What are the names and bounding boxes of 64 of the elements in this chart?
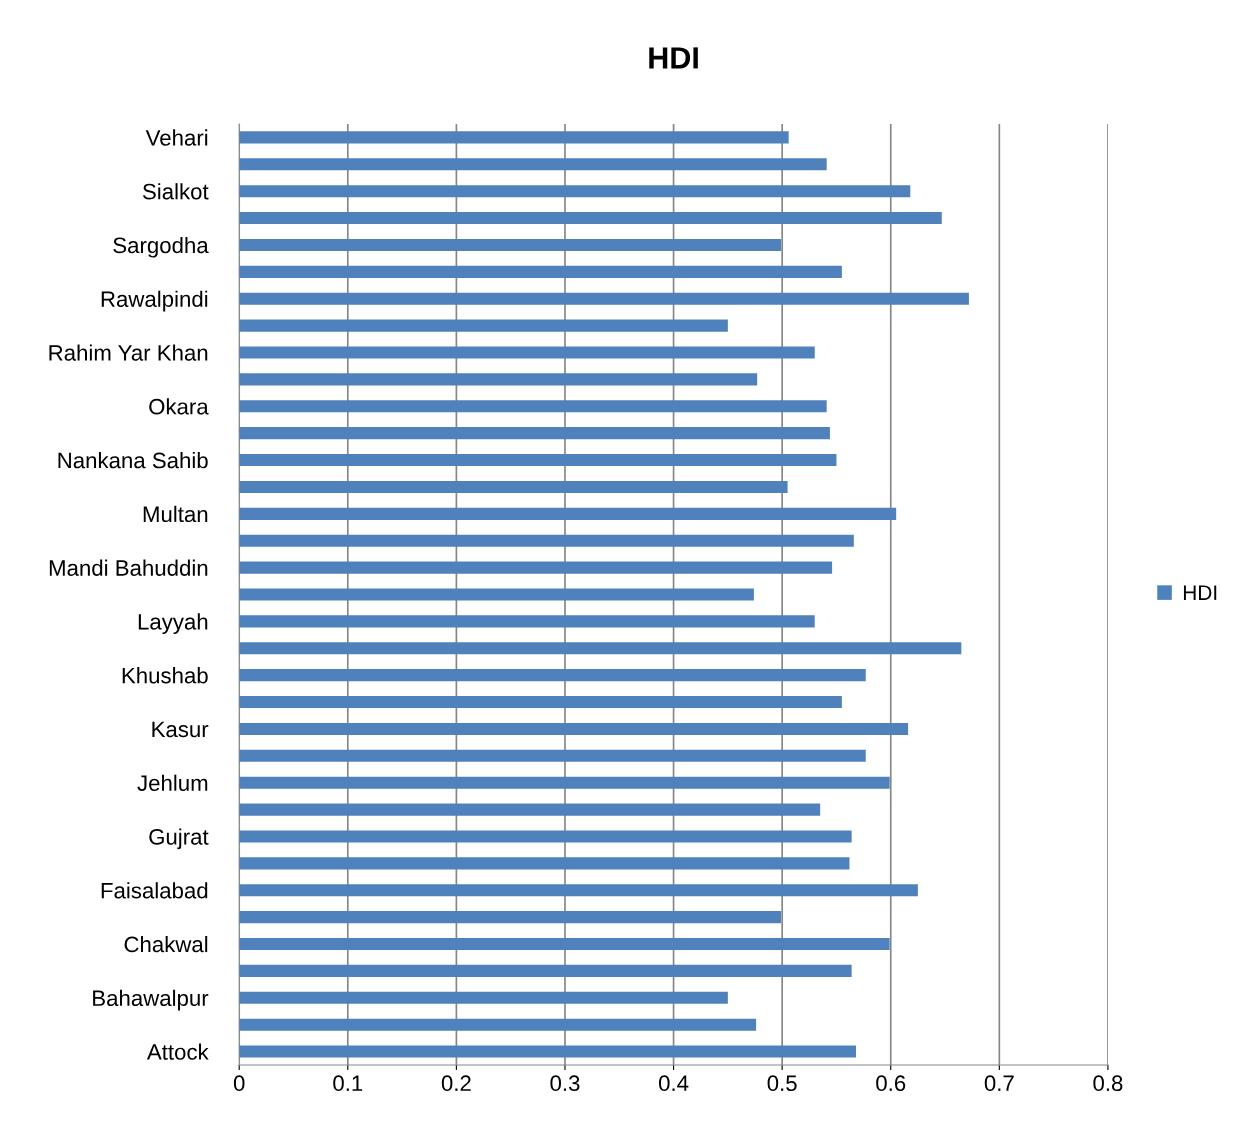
y-tick-label: Layyah: [138, 613, 208, 635]
bar: [239, 454, 837, 467]
y-tick-label: Sialkot: [142, 183, 209, 200]
x-tick-label: 0.3: [550, 1075, 580, 1092]
x-tick-label: 0.8: [1093, 1075, 1123, 1092]
bar: [239, 857, 850, 870]
y-tick-label: Rahim Yar Khan: [49, 344, 208, 361]
legend-label: HDI: [1183, 585, 1217, 600]
bar: [239, 615, 815, 628]
bar: [239, 292, 969, 305]
y-tick-label: Mandi Bahuddin: [49, 559, 208, 576]
bar: [239, 265, 842, 278]
y-tick-label: Rawalpindi: [101, 290, 208, 312]
y-tick-label: Chakwal: [124, 935, 208, 953]
x-tick-label: 0.7: [984, 1075, 1014, 1092]
bar: [239, 911, 782, 924]
y-tick-label: Kasur: [152, 721, 209, 738]
bar: [239, 185, 911, 198]
y-tick-label: Bahawalpur: [93, 989, 209, 1011]
x-tick-label: 0.2: [441, 1075, 471, 1092]
bar: [239, 776, 890, 789]
x-tick-label: 0: [233, 1075, 245, 1092]
bar: [239, 588, 754, 601]
y-tick-label: Jehlum: [137, 774, 208, 791]
x-tick-label: 0.6: [876, 1075, 906, 1092]
bar: [239, 238, 782, 252]
x-tick-label: 0.4: [658, 1075, 689, 1092]
bar: [239, 830, 852, 843]
bar: [239, 373, 758, 386]
bar: [239, 991, 728, 1004]
y-tick-label: Attock: [146, 1043, 209, 1060]
bar: [239, 480, 788, 493]
bar: [239, 131, 789, 144]
bar: [239, 964, 852, 977]
bar: [239, 749, 866, 762]
bar: [239, 319, 728, 332]
bar: [239, 427, 830, 440]
bar: [239, 158, 827, 171]
bar: [239, 695, 842, 709]
bar: [239, 642, 962, 655]
x-tick-label: 0.5: [767, 1075, 797, 1092]
bar: [239, 884, 918, 897]
y-tick-label: Nankana Sahib: [58, 452, 208, 469]
bar: [239, 1018, 757, 1031]
chart-title: HDI: [649, 47, 698, 69]
bar: [239, 346, 815, 359]
y-tick-label: Gujrat: [149, 828, 209, 850]
bar: [239, 722, 909, 735]
bar: [239, 669, 866, 682]
bar: [239, 1045, 856, 1058]
bar: [239, 937, 890, 951]
bar: [239, 212, 942, 225]
bar: [239, 561, 833, 574]
y-tick-label: Faisalabad: [101, 882, 208, 899]
x-tick-label: 0.1: [333, 1075, 363, 1092]
bar: [239, 534, 854, 547]
bar: [239, 507, 897, 520]
y-tick-label: Multan: [143, 505, 208, 523]
y-tick-label: Khushab: [122, 667, 208, 684]
y-tick-label: Vehari: [145, 129, 208, 146]
bar: [239, 400, 827, 413]
y-tick-label: Sargodha: [113, 236, 209, 258]
bar: [239, 803, 821, 816]
y-tick-label: Okara: [149, 398, 209, 415]
